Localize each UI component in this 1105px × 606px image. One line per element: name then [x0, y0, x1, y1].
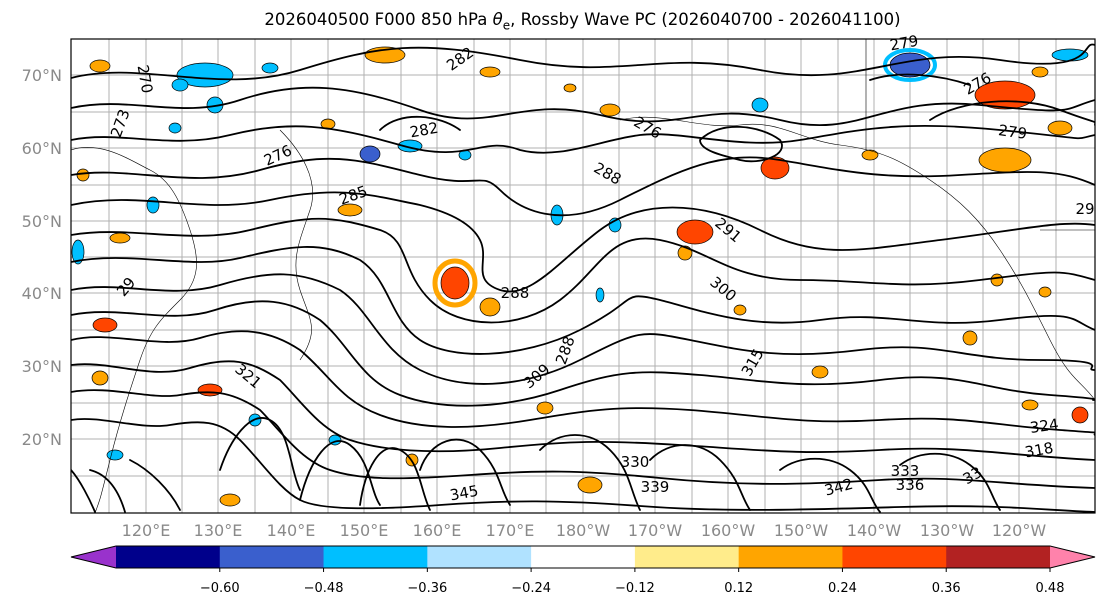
- map-frame: [70, 38, 1096, 514]
- figure-title: 2026040500 F000 850 hPa θe, Rossby Wave …: [264, 10, 901, 33]
- colorbar-tick-labels: −0.60 −0.48 −0.36 −0.24 −0.12 0.12 0.24 0.36 0.4…: [200, 581, 1065, 596]
- colorbar: [70, 545, 1096, 572]
- lon-label: 140°W: [847, 521, 902, 540]
- colorbar-tick-label: −0.60: [200, 581, 240, 596]
- lat-label: 40°N: [22, 284, 62, 303]
- colorbar-segment: [323, 546, 428, 568]
- lon-label: 140°E: [267, 521, 316, 540]
- colorbar-segment: [738, 546, 843, 568]
- lon-label: 120°E: [122, 521, 171, 540]
- lat-label: 20°N: [22, 430, 62, 449]
- coastlines: [71, 39, 1095, 513]
- graticule: [71, 39, 1095, 513]
- contour-label: 324: [1029, 415, 1060, 437]
- lon-label: 130°W: [920, 521, 975, 540]
- contour-label: 288: [501, 284, 530, 302]
- lon-label: 160°W: [701, 521, 756, 540]
- lat-label: 30°N: [22, 357, 62, 376]
- colorbar-tick-label: 0.12: [724, 581, 753, 596]
- colorbar-tick-label: 0.48: [1036, 581, 1065, 596]
- colorbar-segment: [634, 546, 740, 568]
- colorbar-tick-label: 0.24: [828, 581, 857, 596]
- lon-label: 170°W: [628, 521, 683, 540]
- colorbar-segment: [427, 546, 532, 568]
- latitude-labels: 70°N 60°N 50°N 40°N 30°N 20°N: [22, 66, 62, 449]
- contour-label: 279: [997, 121, 1028, 143]
- lon-label: 150°E: [340, 521, 389, 540]
- contour-label: 282: [408, 119, 439, 142]
- colorbar-segment: [531, 546, 636, 568]
- colorbar-tick-label: −0.24: [511, 581, 551, 596]
- colorbar-tick-label: 0.36: [932, 581, 961, 596]
- colorbar-outline: [70, 545, 1096, 569]
- colorbar-segment: [219, 546, 325, 568]
- colorbar-segment: [946, 546, 1051, 568]
- lon-label: 170°E: [486, 521, 535, 540]
- contour-label: 270: [134, 63, 157, 94]
- contour-label: 318: [1023, 439, 1054, 462]
- colorbar-tick-label: −0.48: [304, 581, 344, 596]
- theta-e-contours: [71, 43, 1095, 513]
- colorbar-segment: [116, 546, 221, 568]
- contour-label: 333: [891, 462, 920, 480]
- colorbar-tick-label: −0.36: [407, 581, 447, 596]
- contour-label: 336: [896, 476, 925, 494]
- contour-label: 339: [641, 478, 670, 496]
- lat-label: 50°N: [22, 212, 62, 231]
- lat-label: 70°N: [22, 66, 62, 85]
- longitude-labels: 120°E 130°E 140°E 150°E 160°E 170°E 180°W 170°W…: [122, 521, 1047, 540]
- lon-label: 130°E: [194, 521, 243, 540]
- colorbar-tick-label: −0.12: [615, 581, 655, 596]
- contour-label: 345: [448, 482, 479, 505]
- lon-label: 150°W: [774, 521, 829, 540]
- lon-label: 120°W: [992, 521, 1047, 540]
- lon-label: 180°W: [556, 521, 611, 540]
- colorbar-extend-high: [1050, 546, 1095, 568]
- contour-label: 330: [621, 453, 650, 471]
- lon-label: 160°E: [413, 521, 462, 540]
- contour-label: 279: [888, 32, 919, 55]
- colorbar-extend-low: [71, 546, 116, 568]
- contour-label: 29: [1075, 200, 1094, 218]
- lat-label: 60°N: [22, 139, 62, 158]
- colorbar-segment: [842, 546, 947, 568]
